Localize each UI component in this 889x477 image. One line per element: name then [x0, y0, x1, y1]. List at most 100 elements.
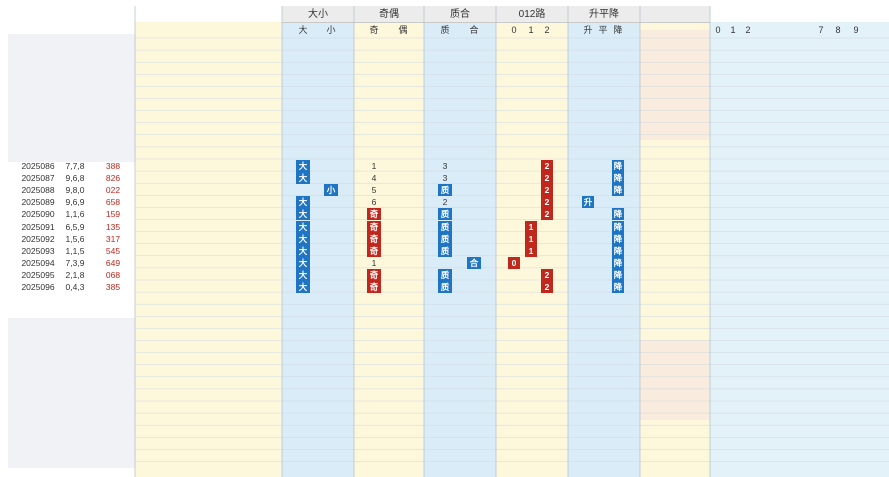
sub-road-1: 1	[528, 25, 534, 35]
sub-span-1: 1	[730, 25, 736, 35]
sum-value: 7,3,9	[65, 257, 85, 268]
road-marker: 1	[525, 232, 537, 245]
issue-number: 2025092	[21, 233, 55, 244]
sum-value: 9,6,9	[65, 197, 85, 208]
issue-number: 2025086	[21, 161, 55, 171]
table-row: 2025094 7,3,9 649 大 1 合 0 降	[0, 256, 889, 269]
sub-small: 小	[326, 25, 336, 35]
big-marker: 大	[296, 281, 310, 293]
sub-even: 偶	[398, 25, 408, 35]
big-marker: 大	[296, 208, 310, 221]
sub-span-2: 2	[745, 25, 751, 35]
big-marker: 大	[296, 172, 310, 185]
road-marker: 0	[508, 256, 520, 269]
draw-number: 135	[105, 221, 121, 232]
trend-marker: 升	[582, 196, 594, 209]
table-row: 2025091 6,5,9 135 大 奇 质 1 降	[0, 220, 889, 233]
table-row: 2025089 9,6,9 658 大 6 2 2 升	[0, 196, 889, 209]
prime-count: 3	[442, 161, 448, 171]
issue-number: 2025095	[21, 269, 55, 280]
sub-rise: 升	[583, 25, 593, 35]
table-row: 2025087 9,6,8 826 大 4 3 2 降	[0, 172, 889, 185]
road-marker: 2	[541, 196, 553, 209]
draw-number: 545	[105, 245, 121, 256]
issue-number: 2025087	[21, 173, 55, 184]
trend-marker: 降	[612, 281, 624, 293]
sum-value: 1,1,5	[65, 245, 85, 256]
road-marker: 1	[525, 244, 537, 257]
odd-count: 4	[371, 173, 377, 184]
prime-marker: 质	[438, 220, 452, 233]
sum-value: 9,8,0	[65, 185, 85, 196]
header-trend: 升平降	[589, 9, 619, 20]
sum-value: 6,5,9	[65, 221, 85, 232]
blurred-extra-bottom	[640, 340, 710, 420]
blurred-extra-top	[640, 30, 710, 140]
sub-comp: 合	[469, 25, 479, 35]
prime-count: 3	[442, 173, 448, 184]
sub-span-9: 9	[853, 25, 859, 35]
header-odd-even: 奇偶	[379, 9, 399, 20]
table-row: 2025093 1,1,5 545 大 奇 质 1 降	[0, 244, 889, 257]
sum-value: 2,1,8	[65, 269, 85, 280]
draw-number: 159	[105, 209, 121, 220]
odd-marker: 奇	[367, 220, 381, 233]
odd-count: 1	[371, 257, 377, 268]
odd-marker: 奇	[367, 268, 381, 281]
odd-count: 5	[371, 185, 377, 196]
sub-prime: 质	[440, 25, 450, 35]
composite-marker: 合	[467, 256, 481, 269]
sub-span-7: 7	[818, 25, 824, 35]
prime-marker: 质	[438, 232, 452, 245]
trend-marker: 降	[612, 232, 624, 245]
draw-number: 658	[105, 197, 121, 208]
big-marker: 大	[296, 196, 310, 209]
prime-count: 2	[442, 197, 448, 208]
prime-marker: 质	[438, 281, 452, 293]
sub-flat: 平	[598, 25, 608, 35]
road-marker: 2	[541, 172, 553, 185]
road-marker: 2	[541, 268, 553, 281]
small-marker: 小	[324, 184, 338, 197]
prime-marker: 质	[438, 244, 452, 257]
issue-number: 2025089	[21, 197, 55, 208]
odd-marker: 奇	[367, 208, 381, 221]
road-marker: 2	[541, 208, 553, 221]
draw-number: 022	[105, 185, 121, 196]
sum-value: 1,5,6	[65, 233, 85, 244]
sum-value: 7,7,8	[65, 161, 85, 171]
prime-marker: 质	[438, 184, 452, 197]
trend-marker: 降	[612, 160, 624, 172]
issue-number: 2025091	[21, 221, 55, 232]
table-row: 2025092 1,5,6 317 大 奇 质 1 降	[0, 232, 889, 245]
odd-marker: 奇	[367, 244, 381, 257]
road-marker: 2	[541, 184, 553, 197]
draw-number: 388	[105, 161, 121, 171]
issue-number: 2025096	[21, 282, 55, 292]
odd-count: 1	[371, 161, 377, 171]
road-marker: 2	[541, 281, 553, 293]
table-row: 2025090 1,1,6 159 大 奇 质 2 降	[0, 208, 889, 221]
odd-count: 6	[371, 197, 377, 208]
sub-odd: 奇	[369, 25, 379, 35]
big-marker: 大	[296, 268, 310, 281]
sum-value: 9,6,8	[65, 173, 85, 184]
table-row: 2025086 7,7,8 388 大 1 3 2 降	[0, 160, 889, 172]
issue-number: 2025093	[21, 245, 55, 256]
issue-number: 2025094	[21, 257, 55, 268]
draw-number: 068	[105, 269, 121, 280]
trend-marker: 降	[612, 268, 624, 281]
blurred-top-region	[8, 34, 136, 162]
header-big-small: 大小	[308, 9, 328, 20]
trend-marker: 降	[612, 208, 624, 221]
big-marker: 大	[296, 256, 310, 269]
trend-marker: 降	[612, 244, 624, 257]
header-road012: 012路	[518, 9, 546, 20]
prime-marker: 质	[438, 208, 452, 221]
big-marker: 大	[296, 244, 310, 257]
sub-span-0: 0	[715, 25, 721, 35]
trend-marker: 降	[612, 184, 624, 197]
sum-value: 0,4,3	[65, 282, 85, 292]
trend-marker: 降	[612, 256, 624, 269]
table-row: 2025088 9,8,0 022 小 5 质 2 降	[0, 184, 889, 197]
